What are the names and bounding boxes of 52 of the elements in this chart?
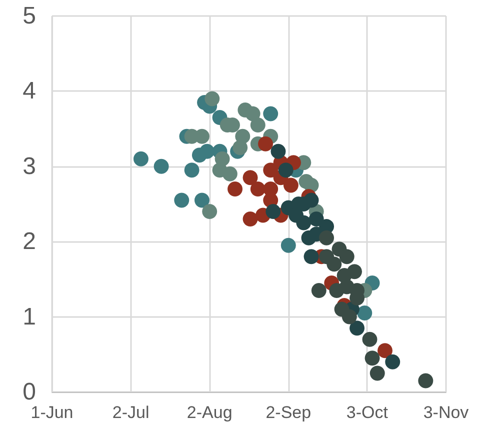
point bbox=[242, 212, 258, 227]
point bbox=[204, 91, 220, 106]
point bbox=[350, 320, 365, 336]
y-tick-label: 4 bbox=[22, 78, 36, 105]
point bbox=[304, 192, 319, 208]
point bbox=[258, 136, 274, 152]
point bbox=[364, 350, 380, 366]
point bbox=[280, 238, 296, 253]
point bbox=[270, 144, 286, 159]
point bbox=[200, 144, 215, 159]
point bbox=[202, 204, 218, 220]
point bbox=[370, 366, 385, 381]
x-tick-label: 1-Jun bbox=[30, 403, 74, 422]
y-tick-label: 3 bbox=[22, 152, 36, 180]
x-tick-label: 2-Aug bbox=[186, 403, 232, 422]
x-tick-label: 2-Jul bbox=[112, 403, 150, 422]
point bbox=[133, 151, 148, 166]
point bbox=[296, 215, 312, 230]
point bbox=[242, 170, 258, 186]
point bbox=[283, 178, 298, 193]
point bbox=[362, 332, 378, 347]
x-tick-label: 3-Nov bbox=[423, 403, 470, 422]
point bbox=[232, 140, 248, 156]
y-tick-label: 0 bbox=[22, 378, 36, 406]
point bbox=[263, 106, 278, 122]
point bbox=[385, 354, 400, 370]
point bbox=[245, 106, 260, 122]
point bbox=[342, 309, 357, 324]
point bbox=[357, 306, 372, 321]
y-tick-label: 1 bbox=[22, 303, 36, 330]
point bbox=[319, 230, 334, 246]
point bbox=[154, 158, 169, 174]
point bbox=[174, 192, 190, 208]
point bbox=[212, 162, 228, 178]
point bbox=[250, 118, 266, 133]
point bbox=[304, 249, 319, 264]
point bbox=[418, 373, 434, 388]
point bbox=[184, 162, 200, 178]
point bbox=[339, 249, 354, 264]
point bbox=[266, 204, 281, 220]
point bbox=[378, 343, 392, 358]
point bbox=[326, 256, 342, 272]
point bbox=[278, 162, 294, 178]
point bbox=[228, 181, 243, 196]
point bbox=[308, 212, 324, 227]
point bbox=[311, 282, 326, 298]
point bbox=[194, 192, 210, 208]
x-tick-label: 3-Oct bbox=[346, 403, 388, 422]
point bbox=[250, 181, 266, 196]
x-tick-label: 2-Sep bbox=[266, 403, 312, 422]
y-tick-label: 5 bbox=[22, 2, 36, 30]
y-tick-label: 2 bbox=[22, 228, 36, 256]
